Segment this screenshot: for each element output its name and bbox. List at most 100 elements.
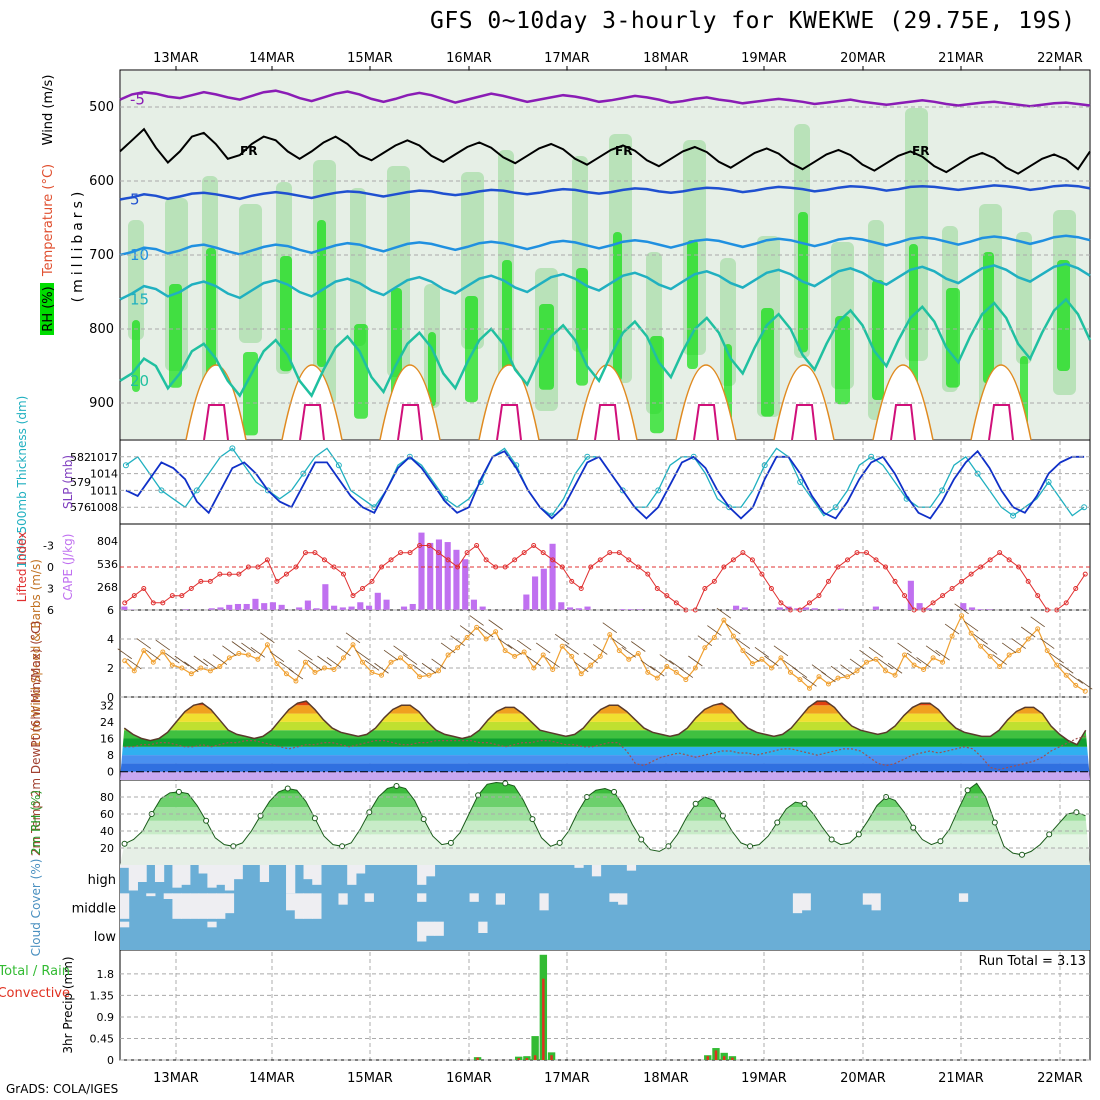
wind-barb: [726, 623, 741, 635]
footer-credit: GrADS: COLA/IGES: [6, 1082, 119, 1096]
lifted-index-point: [816, 593, 822, 599]
wind-barb: [573, 661, 589, 673]
freezing-level-label: FR: [912, 144, 929, 158]
wind-barb: [754, 646, 770, 658]
wind-barb: [364, 660, 380, 671]
wind-speed-point: [835, 675, 841, 681]
rh-shade-high: [909, 244, 918, 396]
wind-barb: [260, 632, 275, 644]
pressure-tick-label: 600: [89, 174, 114, 189]
lifted-index-point: [321, 557, 327, 563]
wind-barb: [802, 675, 817, 687]
cloud-cell: [425, 865, 436, 877]
precip-tick-label: 0.45: [90, 1032, 115, 1045]
cape-bar: [121, 606, 128, 610]
temp-contour-label: 20: [130, 372, 149, 390]
lifted-index-tick-label: 6: [47, 604, 54, 617]
cloud-cell: [862, 893, 873, 905]
slp-tick-label: 1017: [90, 451, 118, 464]
precip-convective-bar: [731, 1057, 734, 1060]
rh-shade-high: [613, 232, 622, 382]
wind-barb: [1058, 662, 1074, 674]
cape-bar: [794, 608, 801, 610]
lifted-index-point: [616, 550, 622, 556]
date-tick-bottom: 17MAR: [544, 1071, 590, 1086]
precip-convective-bar: [550, 1055, 553, 1060]
wind-speed-point: [531, 665, 537, 671]
upper-air-ylabel: (millibars): [70, 188, 86, 303]
wind-speed-point: [683, 677, 689, 683]
wind-barb: [878, 658, 893, 670]
wind-speed-point: [512, 653, 518, 659]
wind-speed-point: [635, 651, 641, 656]
lifted-index-point: [759, 571, 765, 577]
rh-shade-high: [317, 220, 326, 367]
wind-speed-point: [417, 674, 423, 680]
cloud-row-label: middle: [72, 902, 116, 917]
thickness-point: [761, 462, 768, 469]
wind-barb: [593, 644, 608, 655]
cape-bar: [427, 542, 434, 610]
lifted-index-point: [350, 593, 356, 599]
wind-legend-label: Wind (m/s): [41, 75, 56, 146]
lifted-index-point: [635, 564, 641, 570]
wind-speed-point: [816, 674, 822, 680]
wind-speed-point: [569, 653, 575, 659]
wind-speed-point: [198, 665, 204, 671]
cape-bar: [462, 559, 469, 610]
wind-speed-point: [379, 672, 385, 678]
rh-band: [120, 793, 1090, 808]
wind-speed-point: [797, 677, 803, 683]
lifted-index-point: [721, 564, 727, 570]
lifted-index-point: [474, 543, 480, 548]
wind-barb: [1020, 626, 1036, 638]
temp-band: [120, 721, 1090, 731]
thickness-point: [1010, 512, 1017, 519]
lifted-index-point: [892, 578, 898, 584]
wind-speed-point: [978, 643, 984, 649]
cloud-cell: [495, 893, 506, 905]
lifted-index-point: [578, 586, 584, 591]
precip-ylabel: 3hr Precip (mm): [61, 956, 75, 1053]
wind-speed-point: [331, 666, 337, 672]
wind-speed-point: [778, 655, 784, 661]
temp-band: [120, 705, 1090, 714]
lifted-index-point: [512, 557, 518, 563]
cloud-cell: [207, 921, 217, 928]
cape-ylabel: CAPE (J/kg): [61, 534, 75, 601]
lifted-index-point: [521, 550, 527, 556]
wind-speed-point: [340, 655, 346, 661]
wind-barb: [431, 658, 446, 670]
lifted-index-point: [122, 600, 128, 606]
wind-speed-line: [124, 614, 1086, 692]
temp-contour-line: [119, 234, 1091, 257]
wind-speed-point: [997, 664, 1003, 670]
wind-barb: [792, 667, 808, 678]
rh-point: [937, 838, 944, 845]
wind-speed-point: [122, 658, 128, 664]
lifted-index-point: [825, 578, 831, 584]
wind-speed-point: [730, 633, 736, 639]
wind-barb: [631, 641, 646, 652]
wind-speed-point: [131, 668, 137, 674]
cape-bar: [418, 532, 425, 610]
wind-speed-point: [464, 635, 470, 641]
wind-barb: [745, 651, 760, 662]
rh-ylabel: 2m RH (%): [29, 790, 43, 855]
temp-contour-label: 15: [130, 290, 149, 308]
temp-contour-label: 10: [130, 246, 149, 264]
date-tick-top: 14MAR: [249, 51, 295, 66]
cape-bar: [776, 607, 783, 610]
rh-point: [447, 839, 454, 846]
cape-bar: [540, 568, 547, 610]
wind-speed-point: [864, 659, 870, 665]
wind-speed-point: [264, 642, 270, 648]
lifted-index-point: [664, 593, 670, 599]
precip-convective-bar: [525, 1058, 529, 1060]
cloud-cell: [574, 865, 584, 868]
precip-legend-convective: Convective: [0, 986, 70, 1001]
rh-legend-label: RH (%): [41, 286, 56, 331]
thickness-point: [868, 453, 875, 460]
precip-convective-bar: [476, 1057, 479, 1060]
cloud-cell: [286, 865, 296, 894]
